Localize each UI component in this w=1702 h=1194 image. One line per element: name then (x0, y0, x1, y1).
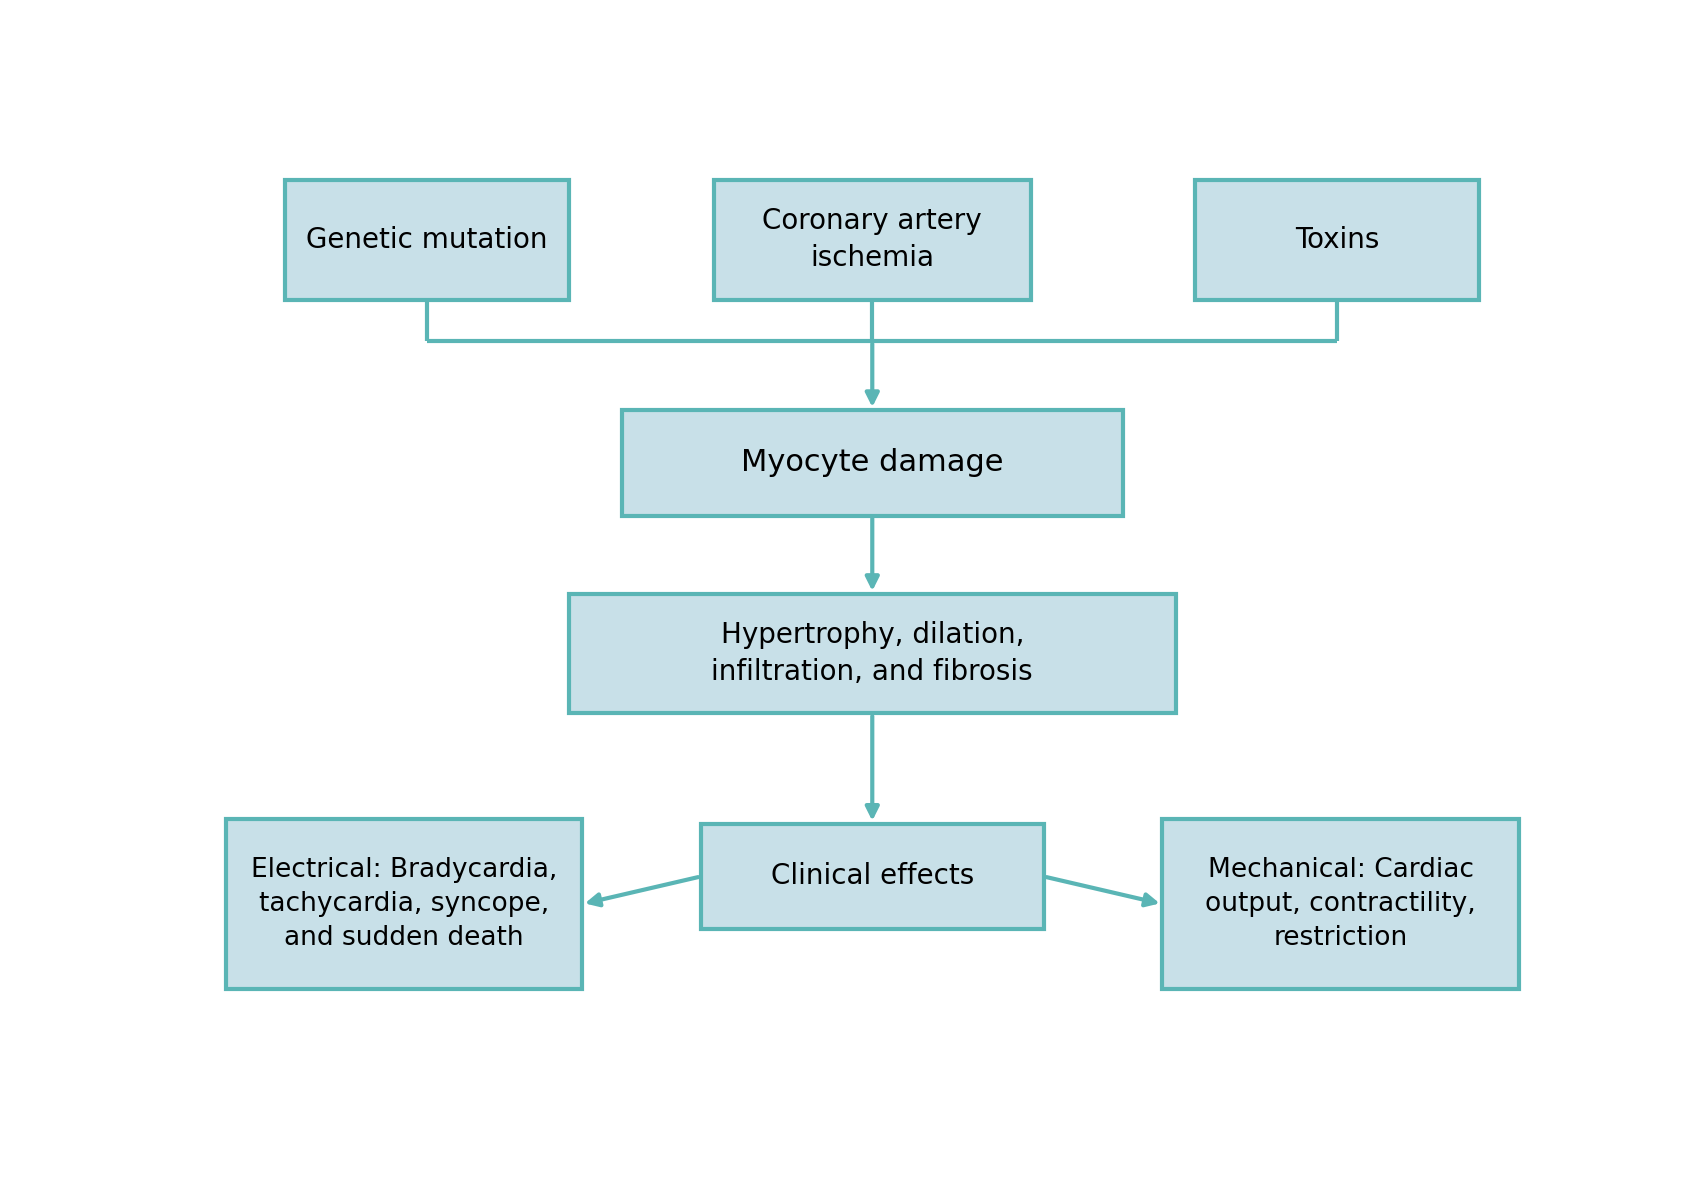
Text: Clinical effects: Clinical effects (771, 862, 974, 891)
Text: Toxins: Toxins (1295, 226, 1379, 254)
Text: Genetic mutation: Genetic mutation (306, 226, 548, 254)
Text: Hypertrophy, dilation,
infiltration, and fibrosis: Hypertrophy, dilation, infiltration, and… (711, 621, 1033, 685)
Text: Mechanical: Cardiac
output, contractility,
restriction: Mechanical: Cardiac output, contractilit… (1205, 857, 1476, 952)
FancyBboxPatch shape (568, 593, 1176, 713)
Text: Myocyte damage: Myocyte damage (740, 448, 1004, 478)
FancyBboxPatch shape (286, 180, 568, 300)
FancyBboxPatch shape (1162, 819, 1518, 989)
FancyBboxPatch shape (621, 410, 1123, 516)
FancyBboxPatch shape (715, 180, 1030, 300)
FancyBboxPatch shape (701, 824, 1043, 929)
Text: Coronary artery
ischemia: Coronary artery ischemia (762, 208, 982, 272)
FancyBboxPatch shape (226, 819, 582, 989)
FancyBboxPatch shape (1195, 180, 1479, 300)
Text: Electrical: Bradycardia,
tachycardia, syncope,
and sudden death: Electrical: Bradycardia, tachycardia, sy… (250, 857, 557, 952)
